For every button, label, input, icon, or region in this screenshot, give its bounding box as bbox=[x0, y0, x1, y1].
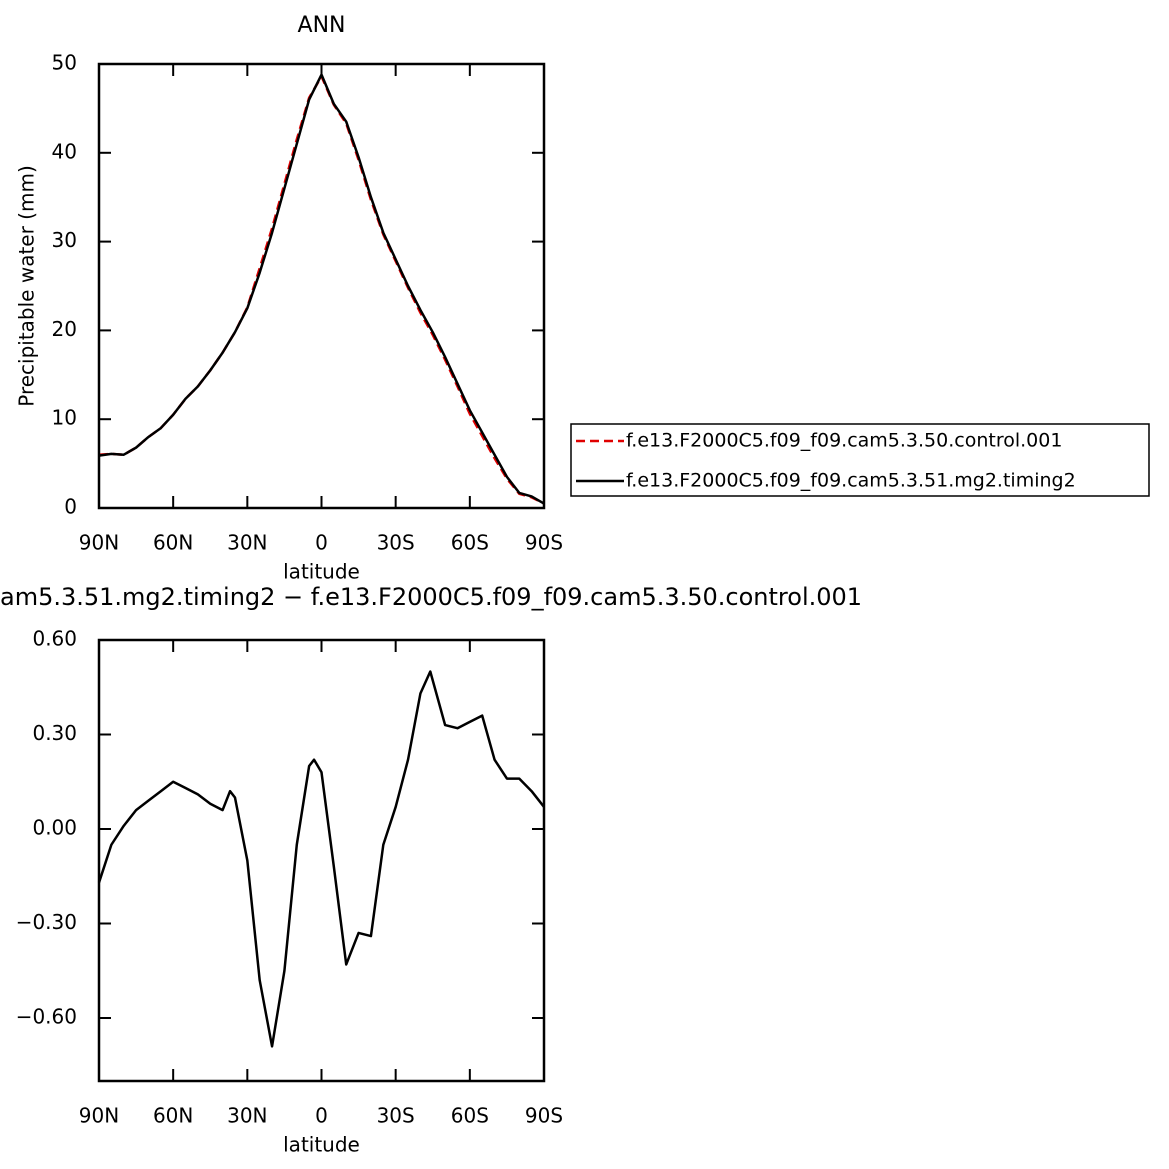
x-tick-label: 90S bbox=[525, 531, 563, 555]
y-tick-label: 0.30 bbox=[32, 721, 77, 745]
y-tick-label: 0.00 bbox=[32, 816, 77, 840]
x-axis-label: latitude bbox=[283, 560, 360, 584]
x-tick-label: 0 bbox=[315, 1104, 328, 1128]
x-tick-label: 30S bbox=[377, 531, 415, 555]
chart-title: am5.3.51.mg2.timing2 − f.e13.F2000C5.f09… bbox=[0, 583, 862, 611]
legend-label: f.e13.F2000C5.f09_f09.cam5.3.51.mg2.timi… bbox=[626, 470, 1076, 492]
legend-box bbox=[570, 423, 1150, 497]
data-line bbox=[98, 73, 545, 505]
y-tick-label: 40 bbox=[52, 139, 77, 163]
y-tick-label: 10 bbox=[52, 406, 77, 430]
data-line bbox=[98, 75, 545, 505]
plot-frame bbox=[97, 638, 546, 1083]
x-tick-label: 90N bbox=[79, 531, 119, 555]
x-tick-label: 30N bbox=[227, 1104, 267, 1128]
x-tick-label: 30N bbox=[227, 531, 267, 555]
y-tick-label: −0.30 bbox=[16, 910, 77, 934]
x-tick-label: 60N bbox=[153, 531, 193, 555]
chart-title: ANN bbox=[298, 13, 346, 38]
legend-label: f.e13.F2000C5.f09_f09.cam5.3.50.control.… bbox=[626, 430, 1062, 452]
y-tick-label: −0.60 bbox=[16, 1005, 77, 1029]
y-tick-label: 0.60 bbox=[32, 627, 77, 651]
x-axis-label: latitude bbox=[283, 1133, 360, 1157]
y-axis-label: Precipitable water (mm) bbox=[15, 165, 39, 407]
y-tick-label: 20 bbox=[52, 317, 77, 341]
x-tick-label: 90N bbox=[79, 1104, 119, 1128]
y-tick-label: 50 bbox=[52, 51, 77, 75]
x-tick-label: 60N bbox=[153, 1104, 193, 1128]
y-tick-label: 30 bbox=[52, 228, 77, 252]
y-tick-label: 0 bbox=[64, 495, 77, 519]
x-tick-label: 30S bbox=[377, 1104, 415, 1128]
data-line bbox=[97, 670, 545, 1048]
x-tick-label: 90S bbox=[525, 1104, 563, 1128]
x-tick-label: 60S bbox=[451, 1104, 489, 1128]
plot-frame bbox=[97, 62, 546, 510]
x-tick-label: 60S bbox=[451, 531, 489, 555]
x-tick-label: 0 bbox=[315, 531, 328, 555]
